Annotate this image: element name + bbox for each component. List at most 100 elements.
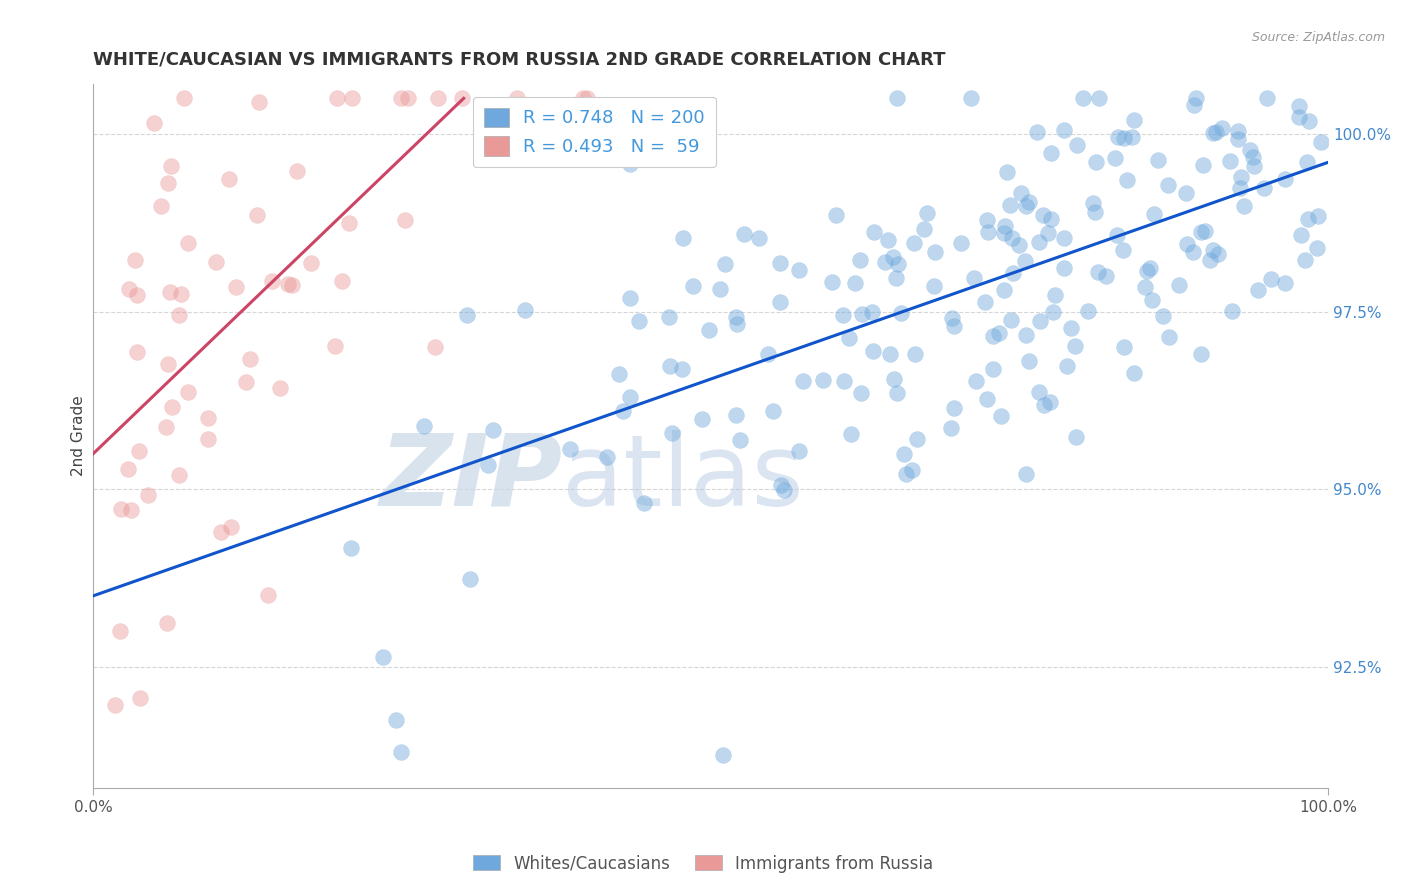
Point — [1018, 354, 1040, 368]
Point — [477, 458, 499, 472]
Point — [506, 91, 529, 105]
Point — [572, 91, 595, 105]
Point — [389, 91, 412, 105]
Point — [1189, 347, 1212, 361]
Point — [225, 280, 247, 294]
Point — [1001, 231, 1024, 245]
Point — [118, 282, 141, 296]
Point — [1219, 153, 1241, 168]
Point — [110, 502, 132, 516]
Point — [1146, 153, 1168, 167]
Point — [277, 277, 299, 292]
Point — [1194, 223, 1216, 237]
Point — [607, 368, 630, 382]
Point — [943, 401, 966, 416]
Point — [219, 519, 242, 533]
Point — [860, 305, 883, 319]
Point — [1107, 129, 1129, 144]
Point — [711, 747, 734, 762]
Point — [1112, 244, 1135, 258]
Point — [1104, 151, 1126, 165]
Point — [728, 434, 751, 448]
Point — [1064, 430, 1087, 444]
Point — [1152, 309, 1174, 323]
Y-axis label: 2nd Grade: 2nd Grade — [72, 395, 86, 476]
Legend: R = 0.748   N = 200, R = 0.493   N =  59: R = 0.748 N = 200, R = 0.493 N = 59 — [472, 96, 716, 167]
Point — [994, 219, 1017, 234]
Point — [915, 206, 938, 220]
Text: atlas: atlas — [562, 430, 804, 526]
Point — [330, 274, 353, 288]
Point — [1056, 359, 1078, 373]
Point — [1291, 227, 1313, 242]
Point — [981, 328, 1004, 343]
Point — [628, 314, 651, 328]
Point — [941, 310, 963, 325]
Point — [973, 295, 995, 310]
Point — [1026, 125, 1049, 139]
Point — [373, 649, 395, 664]
Point — [661, 425, 683, 440]
Point — [143, 115, 166, 129]
Point — [1274, 172, 1296, 186]
Point — [1306, 241, 1329, 255]
Point — [1230, 170, 1253, 185]
Point — [458, 573, 481, 587]
Point — [894, 467, 917, 482]
Point — [725, 318, 748, 332]
Point — [1182, 245, 1205, 260]
Text: ZIP: ZIP — [380, 430, 562, 526]
Point — [247, 95, 270, 110]
Point — [862, 344, 884, 359]
Point — [682, 279, 704, 293]
Point — [905, 432, 928, 446]
Point — [924, 244, 946, 259]
Point — [1157, 178, 1180, 192]
Point — [235, 375, 257, 389]
Point — [883, 372, 905, 386]
Point — [1143, 206, 1166, 220]
Point — [1256, 91, 1278, 105]
Point — [176, 385, 198, 400]
Point — [1071, 91, 1094, 105]
Point — [1033, 398, 1056, 412]
Point — [875, 255, 897, 269]
Point — [659, 359, 682, 373]
Point — [697, 323, 720, 337]
Point — [612, 403, 634, 417]
Point — [1227, 124, 1250, 138]
Point — [197, 411, 219, 425]
Point — [1001, 266, 1024, 280]
Point — [1139, 260, 1161, 275]
Point — [1015, 467, 1038, 482]
Point — [789, 443, 811, 458]
Point — [1064, 339, 1087, 353]
Point — [1015, 327, 1038, 342]
Point — [1167, 278, 1189, 293]
Point — [1036, 226, 1059, 240]
Point — [325, 91, 347, 105]
Point — [170, 287, 193, 301]
Point — [157, 176, 180, 190]
Point — [1133, 280, 1156, 294]
Point — [977, 225, 1000, 239]
Point — [1053, 261, 1076, 276]
Point — [851, 307, 873, 321]
Point — [841, 426, 863, 441]
Point — [394, 212, 416, 227]
Point — [1066, 137, 1088, 152]
Point — [1032, 208, 1054, 222]
Point — [998, 198, 1021, 212]
Point — [879, 347, 901, 361]
Point — [1112, 131, 1135, 145]
Point — [177, 236, 200, 251]
Point — [173, 91, 195, 105]
Point — [863, 226, 886, 240]
Point — [1060, 321, 1083, 335]
Point — [1288, 98, 1310, 112]
Point — [1029, 314, 1052, 328]
Point — [1253, 181, 1275, 195]
Point — [756, 347, 779, 361]
Point — [1053, 231, 1076, 245]
Point — [849, 386, 872, 401]
